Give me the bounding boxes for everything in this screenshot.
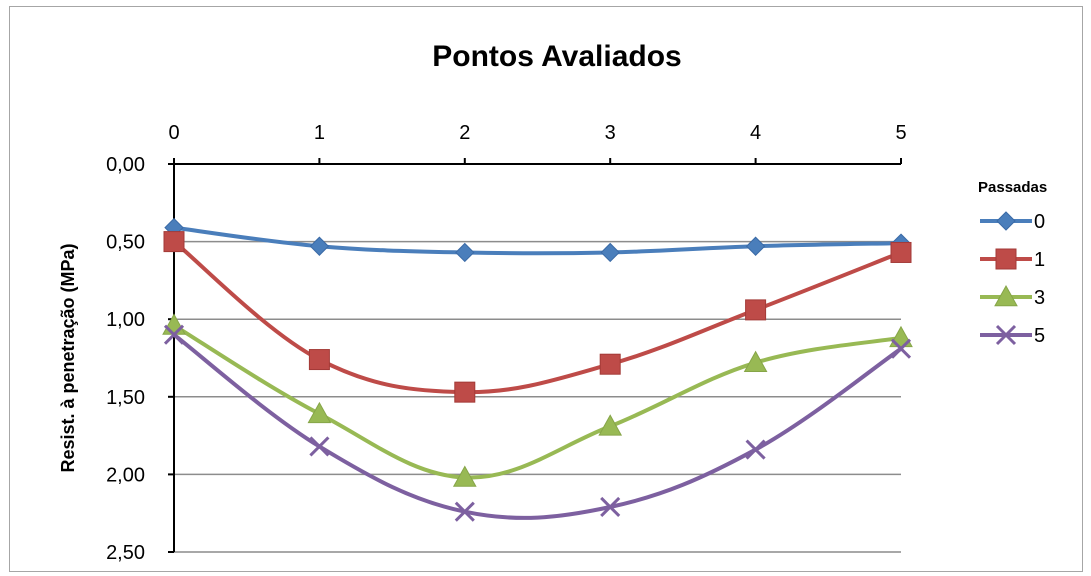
y-tick-label: 1,50 — [106, 387, 145, 409]
data-point — [745, 299, 767, 321]
data-point — [745, 439, 766, 460]
data-point — [452, 465, 477, 487]
x-tick-label: 0 — [168, 122, 179, 144]
data-point — [163, 231, 185, 253]
x-tick-label: 1 — [314, 122, 325, 144]
data-point — [309, 236, 330, 256]
data-point — [600, 496, 621, 518]
y-tick-label: 0,50 — [106, 232, 145, 254]
data-point — [890, 241, 912, 263]
data-point — [598, 414, 623, 436]
series-line — [172, 225, 903, 256]
legend-item-5: 5 — [980, 324, 1045, 347]
data-point — [600, 242, 620, 263]
series-group — [162, 217, 913, 522]
y-tick-labels: 0,00 0,50 1,00 1,50 2,00 2,50 — [106, 154, 145, 564]
data-point — [454, 501, 475, 522]
legend: Passadas 0 1 3 5 — [978, 179, 1047, 347]
legend-marker — [995, 248, 1017, 270]
y-tick-label: 0,00 — [106, 154, 145, 176]
legend-label: 0 — [1034, 211, 1045, 233]
legend-label: 5 — [1034, 325, 1045, 347]
data-point — [889, 325, 913, 348]
series-0 — [164, 217, 911, 263]
legend-marker — [995, 324, 1017, 346]
series-1 — [163, 231, 912, 403]
data-point — [455, 242, 475, 263]
legend-marker — [994, 284, 1018, 307]
data-point — [743, 350, 768, 372]
x-tick-label: 4 — [750, 122, 761, 144]
data-point — [162, 313, 186, 335]
series-line — [172, 332, 903, 520]
legend-label: 3 — [1034, 287, 1045, 309]
legend-item-1: 1 — [980, 248, 1045, 271]
chart-frame — [9, 6, 1083, 572]
data-point — [163, 324, 185, 345]
legend-title: Passadas — [978, 179, 1047, 196]
data-point — [308, 349, 330, 371]
legend-marker — [996, 211, 1016, 231]
series-5 — [163, 324, 912, 522]
series-line — [172, 239, 903, 395]
data-point — [309, 436, 330, 457]
data-point — [890, 338, 912, 359]
y-tick-label: 2,00 — [106, 464, 145, 486]
data-point — [454, 381, 476, 403]
grid-lines — [174, 240, 901, 553]
x-tick-label: 2 — [459, 122, 470, 144]
y-tick-label: 1,00 — [106, 309, 145, 331]
series-3 — [162, 313, 913, 487]
legend-item-3: 3 — [980, 284, 1045, 309]
x-tick-label: 5 — [895, 122, 906, 144]
y-tick-label: 2,50 — [106, 542, 145, 564]
data-point — [307, 401, 332, 424]
legend-label: 1 — [1034, 249, 1045, 271]
y-axis-label: Resist. à penetração (MPa) — [58, 243, 78, 472]
data-point — [599, 353, 621, 375]
legend-item-0: 0 — [980, 211, 1045, 233]
x-tick-labels: 0 1 2 3 4 5 — [168, 122, 906, 144]
data-point — [745, 236, 766, 256]
chart-title: Pontos Avaliados — [432, 40, 682, 73]
x-tick-label: 3 — [605, 122, 616, 144]
series-line — [172, 323, 903, 480]
